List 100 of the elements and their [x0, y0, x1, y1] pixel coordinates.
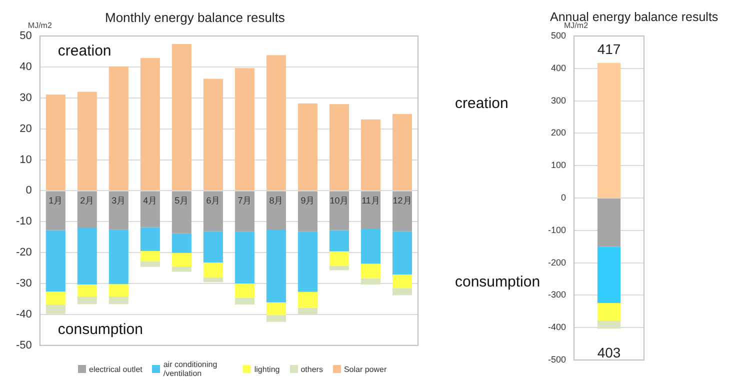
- legend-label: Solar power: [344, 364, 387, 374]
- y-tick-label: 100: [550, 160, 566, 170]
- bar: [392, 231, 412, 275]
- bar: [172, 191, 192, 234]
- x-tick-label: 4月: [143, 196, 158, 206]
- bar: [266, 191, 286, 230]
- bar: [329, 104, 349, 190]
- bar: [203, 277, 223, 282]
- bar: [172, 252, 192, 267]
- bar: [392, 114, 412, 190]
- y-tick-label: -20: [16, 246, 32, 259]
- y-tick-label: -10: [16, 216, 32, 228]
- y-tick-label: 0: [26, 184, 32, 197]
- x-tick-label: 5月: [174, 196, 189, 206]
- legend-label: electrical outlet: [89, 364, 142, 374]
- legend-label: air conditioning /ventilation: [163, 360, 218, 378]
- bar: [77, 191, 97, 228]
- x-tick-label: 2月: [80, 196, 94, 206]
- bar: [140, 251, 160, 262]
- bar: [77, 296, 97, 304]
- bar: [203, 191, 223, 232]
- bar: [360, 228, 381, 264]
- bar: [46, 191, 66, 230]
- bar: [298, 308, 318, 314]
- bar: [46, 230, 66, 292]
- y-tick-label: -100: [548, 224, 566, 235]
- bar: [46, 94, 66, 190]
- legend-label: others: [300, 364, 323, 374]
- bar: [203, 78, 223, 190]
- annotation: 417: [597, 40, 621, 57]
- bar: [46, 292, 66, 305]
- bar: [203, 231, 223, 262]
- annotation: 403: [597, 344, 621, 360]
- x-tick-label: 8月: [269, 196, 284, 206]
- y-tick-label: 10: [20, 154, 32, 166]
- x-tick-label: 10月: [330, 196, 349, 206]
- y-tick-label: 40: [20, 60, 32, 73]
- bar: [77, 284, 97, 297]
- bar: [172, 266, 192, 272]
- bar: [108, 230, 128, 284]
- bar: [298, 292, 318, 308]
- bar: [360, 120, 381, 190]
- y-tick-label: -30: [16, 278, 32, 290]
- legend-label: lighting: [254, 364, 280, 374]
- bar: [360, 264, 381, 278]
- bar: [597, 246, 621, 303]
- bar: [140, 58, 160, 190]
- bar: [172, 44, 192, 190]
- bar: [108, 296, 128, 304]
- bar: [329, 251, 349, 266]
- bar: [329, 230, 349, 252]
- y-tick-label: -500: [548, 354, 566, 364]
- bar: [108, 191, 128, 230]
- y-axis-title: MJ/m2: [564, 21, 589, 30]
- bar: [597, 198, 621, 247]
- bar: [266, 302, 286, 316]
- x-tick-label: 6月: [206, 196, 220, 206]
- x-tick-label: 1月: [48, 196, 63, 206]
- bar: [597, 320, 621, 329]
- bar: [203, 262, 223, 278]
- bar: [298, 103, 318, 190]
- text: consumption: [455, 273, 540, 290]
- bar: [77, 92, 97, 190]
- bar: [108, 284, 128, 297]
- y-tick-label: 500: [550, 30, 566, 40]
- y-tick-label: 400: [550, 62, 566, 73]
- bar: [108, 66, 128, 190]
- bar: [234, 284, 254, 298]
- bar: [329, 266, 349, 270]
- y-tick-label: 200: [550, 128, 566, 138]
- bar: [597, 302, 621, 320]
- bar: [360, 191, 381, 228]
- bar: [46, 304, 66, 314]
- y-tick-label: 20: [20, 122, 32, 135]
- annotation: consumption: [58, 321, 143, 338]
- bar: [392, 191, 412, 232]
- text: creation: [455, 95, 508, 112]
- bar: [329, 191, 349, 230]
- x-tick-label: 12月: [392, 196, 412, 206]
- bar: [234, 191, 254, 232]
- bar: [298, 232, 318, 292]
- bar: [266, 230, 286, 302]
- x-tick-label: 7月: [238, 196, 252, 206]
- bar: [140, 191, 160, 228]
- y-tick-label: -300: [548, 290, 566, 300]
- bar: [234, 232, 254, 284]
- bar: [77, 228, 97, 284]
- y-tick-label: 30: [20, 92, 32, 104]
- bar: [234, 298, 254, 305]
- y-tick-label: -40: [16, 308, 32, 320]
- y-tick-label: -400: [548, 322, 566, 332]
- y-tick-label: 300: [550, 95, 566, 106]
- y-tick-label: 50: [20, 30, 32, 42]
- bar: [392, 288, 412, 296]
- y-axis-title: MJ/m2: [28, 21, 52, 30]
- x-tick-label: 11月: [362, 196, 380, 206]
- annotation: creation: [58, 42, 112, 60]
- bar: [392, 274, 412, 288]
- bar: [266, 315, 286, 322]
- bar: [140, 227, 160, 252]
